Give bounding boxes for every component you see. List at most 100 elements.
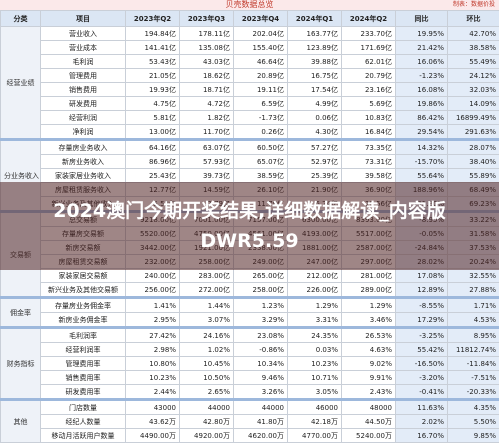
value-cell: 19.93亿 <box>125 82 180 97</box>
value-cell: 5.81亿 <box>125 110 180 125</box>
column-header: 同比 <box>395 10 448 27</box>
item-cell: 研发费用率 <box>40 384 126 400</box>
value-cell: 1.71% <box>447 296 499 313</box>
value-cell: 3.05% <box>287 384 342 400</box>
item-cell: 研发费用 <box>40 96 126 111</box>
item-cell: 营业成本 <box>40 40 126 55</box>
item-cell: 销售费用率 <box>40 370 126 385</box>
value-cell: 42.70% <box>447 26 499 41</box>
value-cell: 178.11亿 <box>179 26 234 41</box>
value-cell: 212.00亿 <box>287 268 342 283</box>
table-row: 管理费用率 10.80% 10.45% 10.34% 10.23% 9.02% -16.50… <box>1 356 499 371</box>
value-cell: 17.29% <box>395 312 448 328</box>
value-cell: -3.20% <box>395 370 448 385</box>
overlay-title: 2024澳门今期开奖结果,详细数据解读_内容版DWR5.59 <box>53 200 446 252</box>
value-cell: 240.00亿 <box>125 268 180 283</box>
value-cell: 53.43亿 <box>125 54 180 69</box>
value-cell: -16.50% <box>395 356 448 371</box>
value-cell: 0.03% <box>287 342 342 357</box>
value-cell: 39.73亿 <box>179 168 234 183</box>
value-cell: 25.39亿 <box>287 168 342 183</box>
value-cell: 43.03亿 <box>179 54 234 69</box>
value-cell: 3.29% <box>233 312 288 328</box>
value-cell: 25.43亿 <box>125 168 180 183</box>
value-cell: 10.23% <box>125 370 180 385</box>
value-cell: 38.40% <box>447 154 499 169</box>
value-cell: 283.00亿 <box>179 268 234 283</box>
value-cell: 4.75亿 <box>125 96 180 111</box>
value-cell: 21.05亿 <box>125 68 180 83</box>
value-cell: 0.06亿 <box>287 110 342 125</box>
value-cell: 27.88% <box>447 282 499 298</box>
value-cell: -3.25% <box>395 326 448 343</box>
value-cell: 55.49% <box>447 54 499 69</box>
value-cell: 55.64% <box>395 168 448 183</box>
value-cell: 256.00亿 <box>125 282 180 298</box>
value-cell: 10.23% <box>287 356 342 371</box>
value-cell: 1.82亿 <box>179 110 234 125</box>
table-row: 管理费用 21.05亿 18.62亿 20.89亿 16.75亿 20.79亿 -1.23%… <box>1 68 499 83</box>
category-cell: 其他 <box>0 398 41 443</box>
value-cell: 44000 <box>179 398 234 415</box>
value-cell: 258.00亿 <box>233 282 288 298</box>
title-bar: 贝壳数据总览 制表：数据价投 <box>0 0 499 10</box>
item-cell: 门店数量 <box>40 398 126 415</box>
table-row: 财务指标 毛利润率 27.42% 24.16% 23.08% 24.35% 26.53% -3… <box>0 326 499 400</box>
value-cell: -0.86% <box>233 342 288 357</box>
value-cell: 43000 <box>125 398 180 415</box>
table-row: 净利润 13.00亿 11.70亿 0.26亿 4.30亿 16.84亿 29.54% 291… <box>1 124 499 140</box>
value-cell: 4.53% <box>447 312 499 328</box>
value-cell: 42.18万 <box>287 414 342 429</box>
value-cell: 2.43% <box>341 384 396 400</box>
value-cell: 226.00亿 <box>287 282 342 298</box>
value-cell: 19.86% <box>395 96 448 111</box>
value-cell: 9.91% <box>341 370 396 385</box>
value-cell: 272.00亿 <box>179 282 234 298</box>
value-cell: 23.08% <box>233 326 288 343</box>
value-cell: 5240.00万 <box>341 428 396 443</box>
column-header: 2023年Q3 <box>179 10 234 27</box>
column-header: 2024年Q1 <box>287 10 342 27</box>
table-row: 营业成本 141.41亿 135.08亿 155.40亿 123.89亿 171.69亿 2… <box>1 40 499 55</box>
value-cell: 123.89亿 <box>287 40 342 55</box>
value-cell: 21.42% <box>395 40 448 55</box>
value-cell: 8.95% <box>447 326 499 343</box>
item-cell: 经营利润率 <box>40 342 126 357</box>
table-title: 贝壳数据总览 <box>225 0 274 9</box>
overlay-banner: 2024澳门今期开奖结果,详细数据解读_内容版DWR5.59 <box>0 182 499 270</box>
value-cell: -15.70% <box>395 154 448 169</box>
item-cell: 存量房业务佣金率 <box>40 296 126 313</box>
table-note: 制表：数据价投 <box>452 1 495 8</box>
value-cell: 14.32% <box>395 138 448 155</box>
value-cell: 17.54亿 <box>287 82 342 97</box>
value-cell: 57.27亿 <box>287 138 342 155</box>
value-cell: 18.71亿 <box>179 82 234 97</box>
value-cell: 16.84亿 <box>341 124 396 140</box>
value-cell: 3.46% <box>341 312 396 328</box>
value-cell: 86.42% <box>395 110 448 125</box>
value-cell: -7.51% <box>447 370 499 385</box>
item-cell: 存量房业务收入 <box>40 138 126 155</box>
category-cell: 经营业绩 <box>0 26 41 140</box>
value-cell: 3.31% <box>287 312 342 328</box>
table-row: 分业务收入 存量房业务收入 64.16亿 63.07亿 60.50亿 57.27亿 73.3… <box>0 138 499 212</box>
table-row: 经营利润 5.81亿 1.82亿 -1.73亿 0.06亿 10.83亿 86.42% 168… <box>1 110 499 125</box>
value-cell: 4490.00万 <box>125 428 180 443</box>
value-cell: 10.80% <box>125 356 180 371</box>
value-cell: 9.02% <box>341 356 396 371</box>
value-cell: 10.83亿 <box>341 110 396 125</box>
value-cell: 20.89亿 <box>233 68 288 83</box>
value-cell: 28.07% <box>447 138 499 155</box>
value-cell: 65.07亿 <box>233 154 288 169</box>
value-cell: 135.08亿 <box>179 40 234 55</box>
value-cell: 44.50万 <box>341 414 396 429</box>
value-cell: 3.26% <box>233 384 288 400</box>
table-row: 经营业绩 营业收入 194.84亿 178.11亿 202.04亿 163.77亿 233.… <box>0 26 499 140</box>
value-cell: 52.97亿 <box>287 154 342 169</box>
value-cell: 2.95% <box>125 312 180 328</box>
value-cell: 5.69亿 <box>341 96 396 111</box>
table-row: 研发费用 4.75亿 4.72亿 6.59亿 4.99亿 5.69亿 19.86% 14.09… <box>1 96 499 111</box>
column-header: 环比 <box>447 10 499 27</box>
value-cell: -20.33% <box>447 384 499 400</box>
value-cell: 4.63% <box>341 342 396 357</box>
